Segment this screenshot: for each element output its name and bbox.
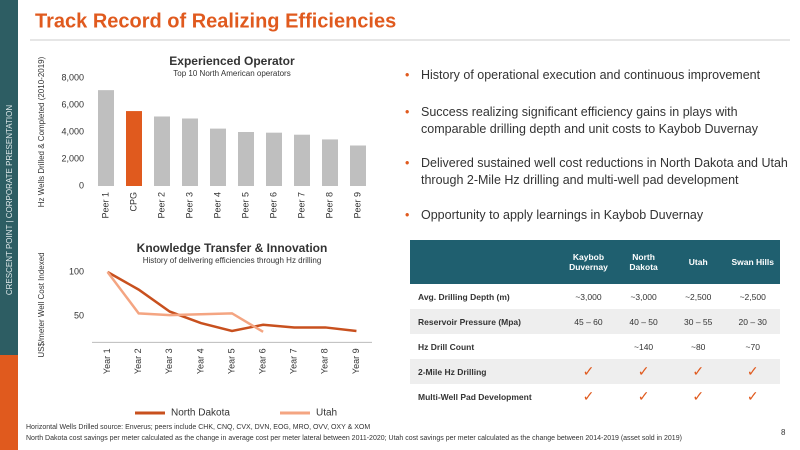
x-tick-label: Year 6 [257, 348, 267, 374]
cell: 30 – 55 [670, 309, 726, 334]
x-tick-label: Peer 6 [268, 192, 278, 219]
row-label: Multi-Well Pad Development [418, 391, 532, 402]
bar [182, 118, 198, 186]
header-cell: Kaybob Duvernay [560, 240, 617, 284]
table-row: Multi-Well Pad Development ✓ ✓ ✓ ✓ [410, 384, 780, 409]
page-number: 8 [781, 428, 786, 437]
sidebar [0, 0, 18, 450]
header-cell: Swan Hills [725, 240, 780, 284]
cell: ~3,000 [630, 291, 657, 302]
x-tick-label: Peer 5 [240, 192, 250, 219]
x-tick-label: Year 2 [133, 348, 143, 374]
cell: ~3,000 [575, 291, 602, 302]
x-tick-label: Year 5 [226, 348, 236, 374]
cell: ✓ [616, 359, 671, 384]
bullet: Opportunity to apply learnings in Kaybob… [405, 207, 800, 224]
x-tick-label: Year 8 [320, 348, 330, 374]
x-tick-label: Peer 1 [100, 192, 110, 219]
cell: ✓ [725, 359, 780, 384]
y-tick-label: 100 [69, 266, 84, 276]
x-tick-label: Year 7 [289, 348, 299, 374]
cell: ✓ [692, 388, 705, 404]
x-tick-label: Peer 2 [156, 192, 166, 219]
x-tick-label: Year 3 [164, 348, 174, 374]
y-tick-label: 2,000 [61, 153, 84, 163]
y-tick-label: 50 [74, 310, 84, 320]
bar [350, 145, 366, 186]
legend-label: Utah [316, 408, 337, 419]
cell: ~2,500 [685, 291, 712, 302]
cell: 45 – 60 [560, 309, 617, 334]
chart-subtitle: History of delivering efficiencies throu… [143, 256, 322, 265]
x-tick-label: Year 9 [351, 348, 361, 374]
table-row: Hz Drill Count ~140 ~80 ~70 [410, 334, 780, 359]
y-axis-label: US$/meter Well Cost Indexed [37, 252, 46, 357]
sidebar-accent [0, 355, 18, 450]
cell: ✓ [670, 359, 726, 384]
cell: ~2,500 [739, 291, 766, 302]
bar [294, 134, 310, 186]
x-tick-label: Year 4 [195, 348, 205, 374]
y-tick-label: 4,000 [61, 126, 84, 136]
x-tick-label: Year 1 [102, 348, 112, 374]
y-axis-label: Hz Wells Drilled & Completed (2010-2019) [37, 56, 46, 207]
row-label: Avg. Drilling Depth (m) [418, 291, 510, 302]
comparison-table: Kaybob Duvernay North Dakota Utah Swan Hill… [410, 240, 780, 409]
table-row: 2-Mile Hz Drilling ✓ ✓ ✓ ✓ [410, 359, 780, 384]
cell: ~140 [634, 341, 654, 352]
bullet: Delivered sustained well cost reductions… [405, 155, 800, 189]
bar [210, 128, 226, 186]
bar [238, 132, 254, 186]
cell: ✓ [637, 388, 650, 404]
x-tick-label: Peer 3 [184, 192, 194, 219]
line-series [106, 271, 264, 333]
legend-label: North Dakota [171, 408, 230, 419]
header-row: Kaybob Duvernay North Dakota Utah Swan Hill… [410, 240, 780, 284]
bar [266, 132, 282, 186]
line-series [106, 270, 357, 333]
header-cell: North Dakota [616, 240, 671, 284]
bar [154, 116, 170, 186]
slide-title: Track Record of Realizing Efficiencies [35, 10, 396, 32]
cell [561, 334, 617, 359]
y-tick-label: 0 [79, 180, 84, 190]
bullet: History of operational execution and con… [405, 67, 800, 84]
chart-title: Knowledge Transfer & Innovation [137, 241, 328, 255]
cell: 40 – 50 [616, 309, 671, 334]
bar [98, 90, 114, 186]
footnote: North Dakota cost savings per meter calc… [26, 435, 682, 442]
y-tick-label: 8,000 [61, 72, 84, 82]
bullet: Success realizing significant efficiency… [405, 104, 800, 138]
x-tick-label: Peer 9 [352, 192, 362, 219]
sidebar-text: CRESCENT POINT | CORPORATE PRESENTATION [5, 105, 14, 295]
table-row: Reservoir Pressure (Mpa) 45 – 60 40 – 50 30… [410, 309, 780, 334]
header-cell: Utah [670, 240, 726, 284]
row-label: Hz Drill Count [418, 341, 475, 352]
cell: ✓ [582, 388, 595, 404]
bar [322, 139, 338, 186]
chart-subtitle: Top 10 North American operators [173, 69, 290, 78]
x-tick-label: Peer 4 [212, 192, 222, 219]
cell: ✓ [746, 388, 759, 404]
x-tick-label: CPG [128, 192, 138, 212]
header-cell [410, 240, 561, 284]
x-tick-label: Peer 8 [324, 192, 334, 219]
row-label: Reservoir Pressure (Mpa) [410, 309, 561, 334]
cell: 20 – 30 [725, 309, 780, 334]
cell: ~70 [745, 341, 760, 352]
cell: ~80 [690, 341, 706, 352]
bar [126, 111, 142, 186]
y-tick-label: 6,000 [61, 99, 84, 109]
footnote: Horizontal Wells Drilled source: Enverus… [26, 424, 371, 431]
table-row: Avg. Drilling Depth (m) ~3,000 ~3,000 ~2,50… [410, 284, 780, 309]
cell: ✓ [560, 359, 617, 384]
chart-title: Experienced Operator [169, 54, 295, 68]
row-label: 2-Mile Hz Drilling [410, 359, 561, 384]
x-tick-label: Peer 7 [296, 192, 306, 219]
